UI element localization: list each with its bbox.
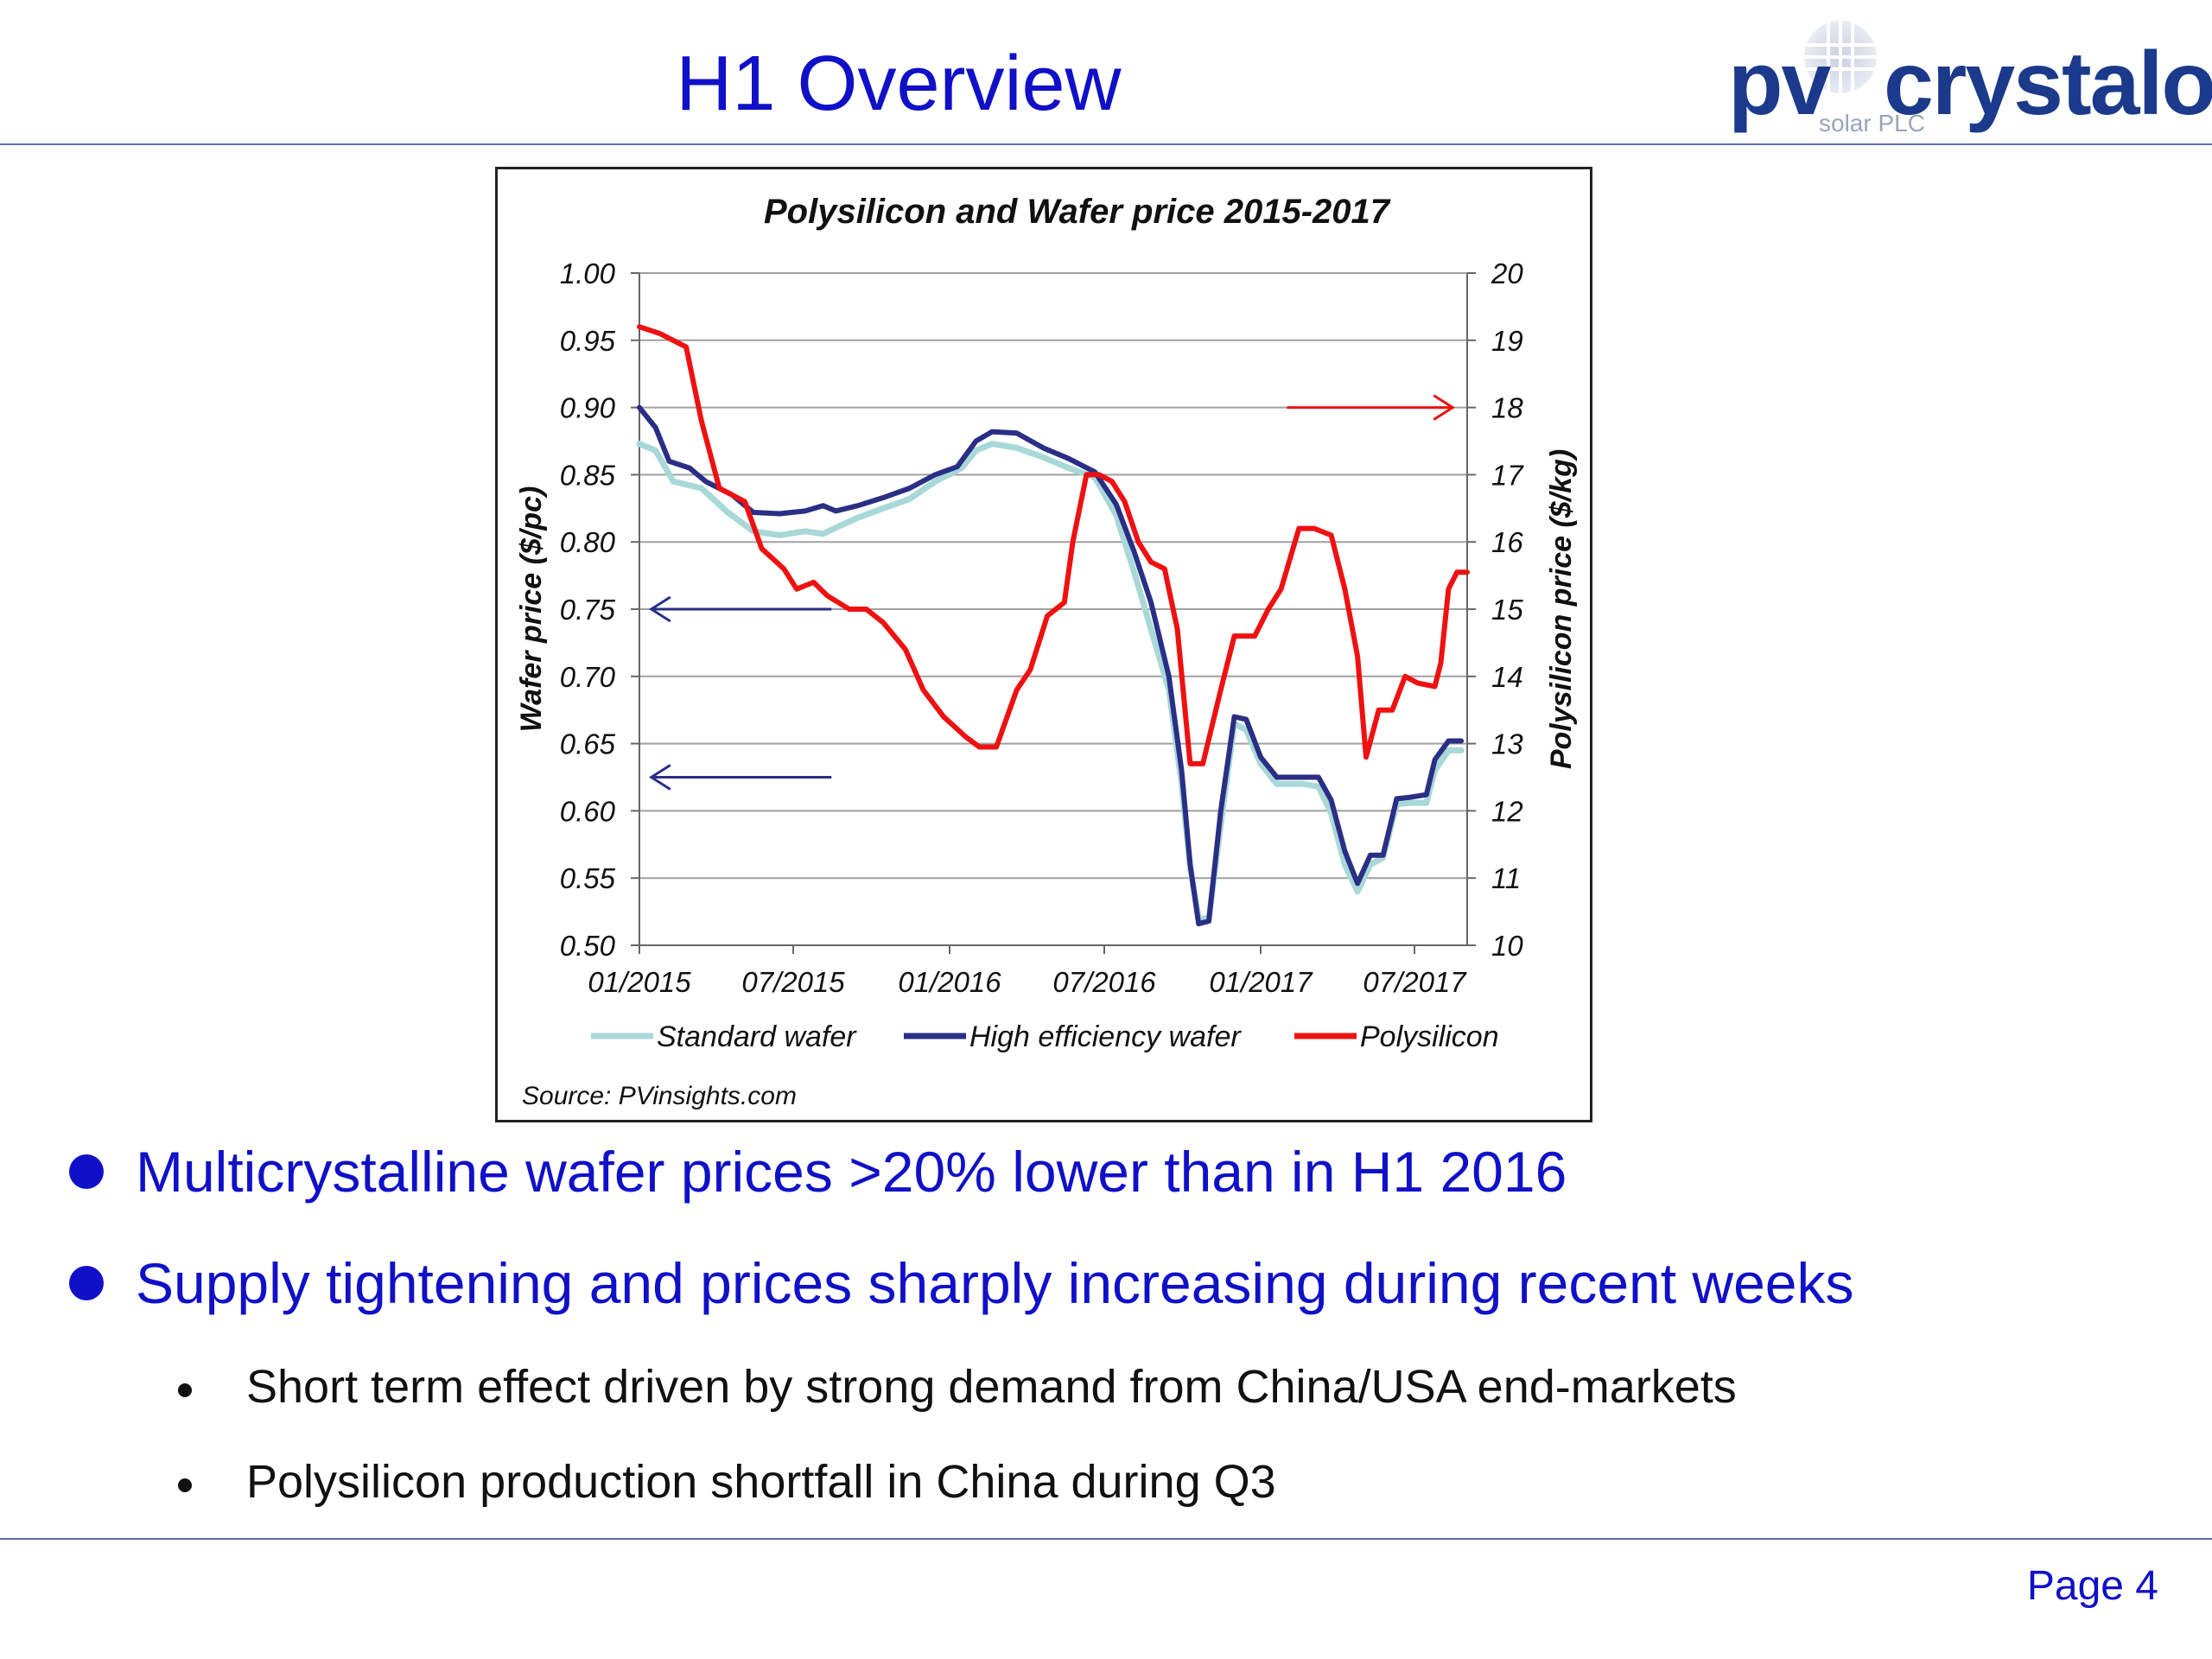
- slide-title: H1 Overview: [676, 41, 1122, 127]
- legend-label: Standard wafer: [657, 1020, 857, 1053]
- sub-bullet-item: Polysilicon production shortfall in Chin…: [246, 1456, 1276, 1508]
- y-tick-label: 0.90: [560, 392, 616, 424]
- x-tick-label: 01/2015: [588, 966, 691, 998]
- page-number: Page 4: [2026, 1563, 2158, 1609]
- x-tick-label: 01/2016: [898, 966, 1001, 998]
- series-line-high-efficiency-wafer: [637, 404, 1465, 927]
- y2-tick-label: 19: [1491, 325, 1523, 357]
- y2-tick-label: 17: [1491, 459, 1524, 491]
- y2-tick-label: 16: [1491, 526, 1523, 558]
- sub-bullet-marker: [178, 1478, 192, 1492]
- annotation-arrow-head: [648, 595, 671, 623]
- y2-tick-label: 10: [1491, 930, 1523, 962]
- bullet-marker: [69, 1154, 104, 1189]
- annotation-arrow-head: [648, 764, 671, 791]
- y-tick-label: 0.60: [560, 795, 616, 827]
- y2-tick-label: 18: [1491, 392, 1523, 424]
- y-tick-label: 0.55: [560, 862, 616, 894]
- legend-label: High efficiency wafer: [969, 1020, 1242, 1053]
- x-tick-label: 01/2017: [1209, 966, 1313, 998]
- company-logo: pv crystalox solar PLC: [1719, 12, 2212, 142]
- y2-tick-label: 11: [1491, 862, 1521, 894]
- y-tick-label: 0.70: [560, 661, 616, 693]
- chart-source: Source: PVinsights.com: [522, 1082, 797, 1110]
- chart-title: Polysilicon and Wafer price 2015-2017: [764, 193, 1391, 231]
- y2-tick-label: 13: [1491, 728, 1523, 760]
- logo-subtext: solar PLC: [1819, 110, 1925, 137]
- y-tick-label: 0.95: [560, 325, 616, 357]
- y-tick-label: 0.85: [560, 459, 616, 491]
- series-line-polysilicon: [637, 324, 1470, 766]
- series-line-standard-wafer: [636, 441, 1465, 922]
- y2-axis-title: Polysilicon price ($/kg): [1545, 449, 1578, 769]
- bullet-marker: [69, 1266, 104, 1300]
- y2-tick-label: 14: [1491, 661, 1523, 693]
- header-divider: [0, 143, 2212, 145]
- annotation-arrow-head: [1433, 394, 1456, 421]
- y-tick-label: 0.75: [560, 594, 616, 626]
- sub-bullet-item: Short term effect driven by strong deman…: [246, 1361, 1737, 1413]
- y-tick-label: 1.00: [560, 257, 616, 289]
- y-tick-label: 0.50: [560, 930, 616, 962]
- y-axis-title: Wafer price ($/pc): [515, 486, 548, 733]
- y-tick-label: 0.65: [560, 728, 616, 760]
- logo-text-pv: pv: [1728, 34, 1831, 134]
- footer-divider: [0, 1538, 2212, 1540]
- y2-tick-label: 15: [1491, 594, 1523, 626]
- y2-tick-label: 20: [1491, 257, 1523, 289]
- sub-bullet-marker: [178, 1383, 192, 1397]
- legend-label: Polysilicon: [1360, 1020, 1499, 1053]
- logo-text-crystalox: crystalox: [1884, 34, 2212, 134]
- bullet-item: Multicrystalline wafer prices >20% lower…: [136, 1140, 1567, 1204]
- globe-icon: [1804, 21, 1877, 93]
- y2-tick-label: 12: [1491, 795, 1523, 827]
- y-tick-label: 0.80: [560, 526, 616, 558]
- bullet-item: Supply tightening and prices sharply inc…: [136, 1251, 1854, 1315]
- x-tick-label: 07/2015: [741, 966, 845, 998]
- x-tick-label: 07/2016: [1052, 966, 1156, 998]
- chart-svg: Polysilicon and Wafer price 2015-2017 0.5…: [515, 193, 1578, 1110]
- x-tick-label: 07/2017: [1363, 966, 1467, 998]
- chart-panel: Polysilicon and Wafer price 2015-2017 0.5…: [495, 167, 1592, 1122]
